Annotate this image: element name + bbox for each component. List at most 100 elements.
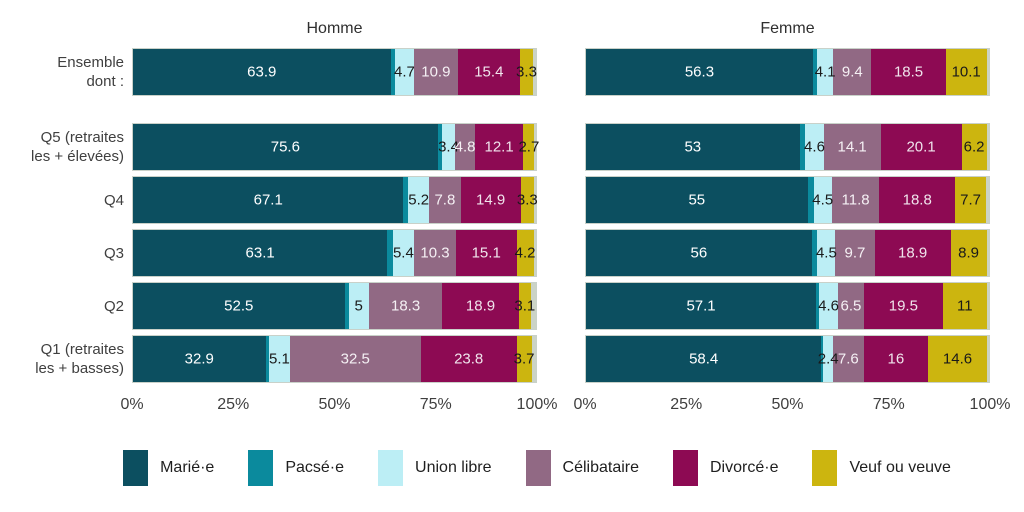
segment-value-label: 10.9 [421,63,451,81]
segment-value-label: 67.1 [253,191,283,209]
bar-segment-Divorcé·e: 16 [863,336,929,382]
bar-track-homme-3: 63.1 5.4 10.3 15.1 4.2 [132,229,537,277]
bar-segment-remainder [986,336,989,382]
bar-segment-Pacsé·e [265,336,270,382]
bar-segment-Divorcé·e: 15.1 [455,230,517,276]
segment-value-label: 57.1 [686,297,716,315]
panel-homme-cell: 63.9 4.7 10.9 15.4 3.3 [132,48,537,96]
segment-value-label: 5.2 [408,191,430,209]
segment-value-label: 56 [690,244,708,262]
panel-gap [537,229,585,277]
bar-segment-Divorcé·e: 18.9 [874,230,951,276]
bar-track-homme-2: 67.1 5.2 7.8 14.9 3.3 [132,176,538,224]
row-label-line: les + basses) [35,360,124,377]
chart-row-5: Q1 (retraites les + basses) 32.9 5.1 32.5 23.… [0,335,1024,383]
segment-value-label: 23.8 [454,350,484,368]
panel-gap [537,48,585,96]
row-label-line: dont : [86,73,124,90]
legend-swatch [812,450,838,486]
bar-segment-Divorcé·e: 18.5 [871,49,946,95]
bar-segment-Marié·e: 56 [586,230,812,276]
panel-titles-row: Homme Femme [0,10,1024,48]
panel-homme-cell: 63.1 5.4 10.3 15.1 4.2 [132,229,537,277]
x-axis-tick: 0% [573,396,597,413]
segment-value-label: 32.5 [340,350,370,368]
x-axis-tick: 50% [771,396,804,413]
segment-value-label: 2.4 [817,350,839,368]
bar-segment-Union libre: 4.6 [818,283,839,329]
segment-value-label: 32.9 [184,350,214,368]
row-label: Q3 [8,229,132,277]
bar-segment-remainder [534,124,536,170]
bar-segment-Divorcé·e: 15.4 [457,49,520,95]
legend-item-Divorcé·e: Divorcé·e [673,450,778,486]
x-axis-tick: 25% [217,396,250,413]
panel-femme-cell: 53 4.6 14.1 20.1 6.2 [585,123,990,171]
legend-item-Pacsé·e: Pacsé·e [248,450,344,486]
segment-value-label: 14.6 [942,350,973,368]
legend-label: Pacsé·e [285,459,345,476]
bar-segment-Pacsé·e [812,49,817,95]
segment-value-label: 6.5 [840,297,862,315]
bar-track-femme-0: 56.3 4.1 9.4 18.5 10.1 [585,48,990,96]
bar-segment-remainder [533,177,536,223]
bar-segment-remainder [986,283,989,329]
legend-swatch [673,450,698,486]
legend-item-Marié·e: Marié·e [123,450,214,486]
bar-segment-Célibataire: 10.3 [414,230,456,276]
panel-gap [537,176,585,224]
bar-segment-remainder [533,230,536,276]
bar-segment-Célibataire: 7.6 [833,336,864,382]
segment-value-label: 3.4 [438,138,459,156]
legend-item-Union libre: Union libre [378,450,492,486]
bars-area: Ensemble dont : 63.9 4.7 10.9 15.4 3.3 56.3 4.1 9… [0,48,1024,383]
segment-value-label: 4.6 [804,138,825,156]
panel-gap [537,123,585,171]
x-axis-tick: 100% [516,396,558,413]
bar-segment-Marié·e: 75.6 [133,124,438,170]
bar-segment-Union libre: 4.5 [812,177,833,223]
bar-segment-Veuf ou veuve: 6.2 [961,124,987,170]
row-label-line: Q4 [103,191,124,209]
x-axis-row: 0% 25% 50% 75% 100% 0% 25% 50% 75% 100% [0,388,1024,434]
segment-value-label: 3.3 [516,191,538,209]
bar-segment-Pacsé·e [344,283,349,329]
bar-segment-Marié·e: 53 [586,124,800,170]
bar-segment-Union libre: 4.7 [393,49,415,95]
segment-value-label: 19.5 [888,297,918,315]
panel-homme-cell: 32.9 5.1 32.5 23.8 3.7 [132,335,537,383]
row-label-line: Q5 (retraites [40,129,124,146]
segment-value-label: 7.7 [960,191,982,209]
panel-femme-cell: 58.4 2.4 7.6 16 14.6 [585,335,990,383]
segment-value-label: 12.1 [484,138,514,156]
chart-row-1: Q5 (retraites les + élevées) 75.6 3.4 4.8 12.… [0,123,1024,171]
bar-track-femme-5: 58.4 2.4 7.6 16 14.6 [585,335,990,383]
panel-femme-cell: 56.3 4.1 9.4 18.5 10.1 [585,48,990,96]
bar-segment-Célibataire: 32.5 [289,336,421,382]
bar-segment-Marié·e: 58.4 [586,336,822,382]
segment-value-label: 16 [887,350,905,368]
segment-value-label: 52.5 [224,297,254,315]
segment-value-label: 14.9 [476,191,506,209]
segment-value-label: 20.1 [906,138,936,156]
panel-title-homme: Homme [306,20,363,37]
bar-segment-remainder [533,49,536,95]
bar-segment-remainder [986,177,989,223]
row-label: Q4 [8,176,132,224]
bar-track-homme-5: 32.9 5.1 32.5 23.8 3.7 [132,335,537,383]
segment-value-label: 10.1 [951,63,981,81]
segment-value-label: 10.3 [420,244,450,262]
legend-label: Divorcé·e [710,459,779,476]
segment-value-label: 4.7 [393,63,415,81]
bar-segment-Célibataire: 9.4 [833,49,872,95]
bar-segment-Divorcé·e: 12.1 [474,124,524,170]
segment-value-label: 3.1 [514,297,536,315]
legend-label: Union libre [415,459,492,476]
bar-segment-Marié·e: 55 [586,177,808,223]
bar-segment-Veuf ou veuve: 10.1 [945,49,987,95]
panel-homme-cell: 67.1 5.2 7.8 14.9 3.3 [132,176,538,224]
bar-segment-Union libre: 3.4 [438,124,459,170]
row-label-line: les + élevées) [31,148,124,165]
segment-value-label: 9.7 [844,244,866,262]
segment-value-label: 11 [956,297,973,315]
